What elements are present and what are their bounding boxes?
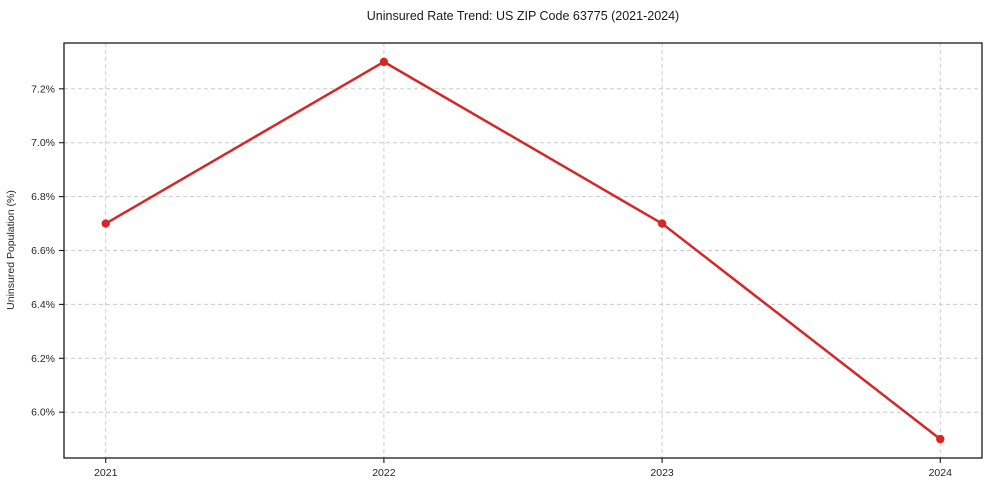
x-tick-label: 2024: [929, 467, 953, 479]
x-tick-label: 2023: [650, 467, 674, 479]
data-point: [379, 57, 389, 67]
data-point: [936, 434, 945, 444]
y-tick-label: 6.0%: [31, 407, 55, 419]
x-tick-label: 2021: [94, 467, 118, 479]
y-tick-label: 6.6%: [31, 245, 55, 257]
plot-frame: [63, 42, 983, 459]
y-tick-label: 6.8%: [31, 191, 55, 203]
y-axis-label: Uninsured Population (%): [5, 190, 17, 310]
chart-title: Uninsured Rate Trend: US ZIP Code 63775 …: [366, 9, 680, 23]
data-point: [657, 219, 667, 228]
data-point: [101, 219, 110, 228]
x-tick-label: 2022: [372, 467, 396, 479]
y-tick-label: 6.2%: [31, 353, 55, 365]
series-line: [104, 60, 942, 441]
y-tick-label: 7.0%: [31, 137, 55, 149]
y-tick-label: 7.2%: [31, 83, 55, 95]
y-tick-label: 6.4%: [31, 299, 55, 311]
